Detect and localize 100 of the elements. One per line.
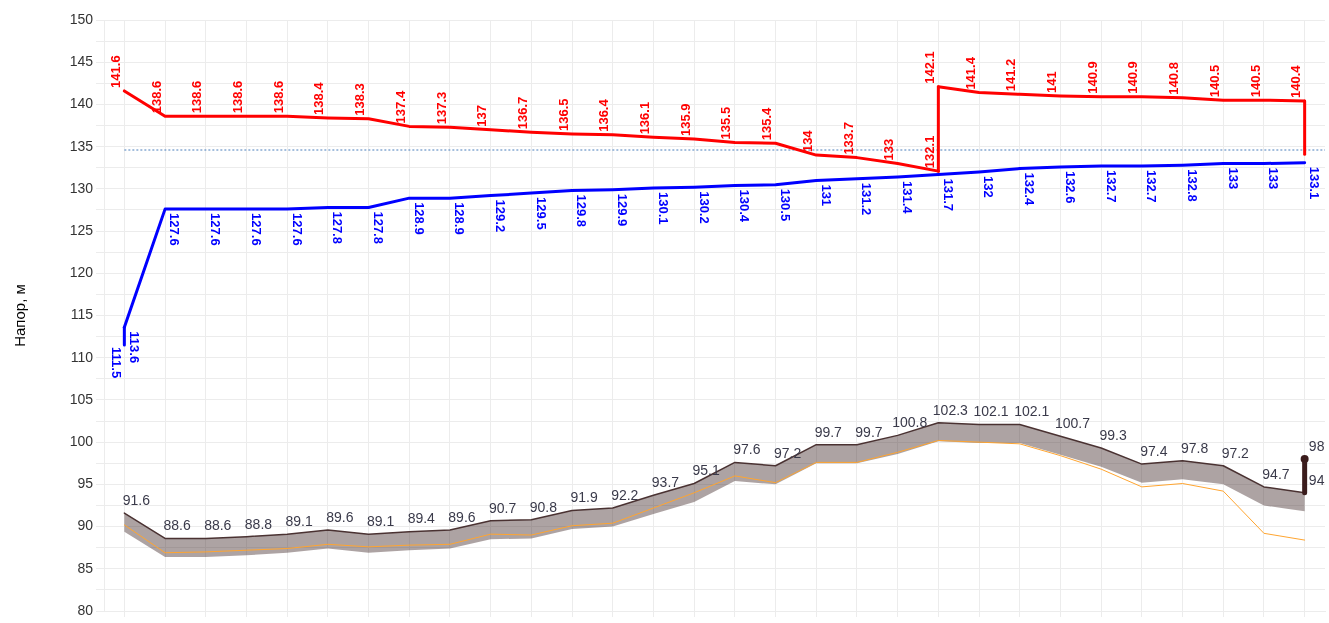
data-label: 129.5 bbox=[533, 197, 549, 230]
data-label: 95.1 bbox=[692, 462, 720, 479]
y-axis-title: Напор, м bbox=[11, 284, 29, 347]
data-label: 89.4 bbox=[407, 510, 436, 527]
data-label: 131.4 bbox=[900, 181, 916, 215]
y-tick-label: 120 bbox=[69, 264, 94, 281]
data-label: 142.1 bbox=[921, 51, 937, 84]
y-tick-label: 150 bbox=[69, 10, 94, 27]
data-label: 97.8 bbox=[1180, 439, 1209, 456]
data-label: 90.7 bbox=[489, 499, 517, 516]
data-label: 135.9 bbox=[677, 103, 693, 137]
data-label: 133.7 bbox=[840, 122, 856, 155]
data-label: 99.7 bbox=[855, 423, 883, 440]
y-tick-label: 115 bbox=[70, 306, 94, 323]
data-label: 132.8 bbox=[1184, 169, 1200, 202]
data-label: 136.5 bbox=[555, 98, 571, 131]
data-label: 89.6 bbox=[448, 508, 476, 525]
data-label: 94 bbox=[1308, 471, 1325, 488]
y-tick-label: 135 bbox=[69, 137, 94, 154]
data-label: 132.1 bbox=[921, 135, 937, 169]
data-label: 141.2 bbox=[1003, 58, 1019, 92]
data-label: 133 bbox=[1225, 167, 1241, 190]
data-label: 129.9 bbox=[615, 193, 631, 227]
data-label: 134 bbox=[799, 129, 815, 153]
y-tick-label: 90 bbox=[77, 517, 94, 534]
data-label: 91.9 bbox=[570, 489, 598, 506]
data-label: 131.2 bbox=[859, 182, 875, 216]
y-tick-label: 140 bbox=[69, 95, 94, 112]
data-label: 91.6 bbox=[122, 491, 151, 508]
data-label: 127.8 bbox=[330, 211, 346, 244]
data-label: 88.8 bbox=[244, 515, 273, 532]
data-label: 133 bbox=[881, 138, 897, 161]
data-label: 140.9 bbox=[1084, 61, 1100, 94]
data-label: 137 bbox=[474, 105, 490, 127]
y-tick-label: 105 bbox=[69, 390, 94, 407]
data-label: 102.3 bbox=[932, 401, 969, 418]
data-label: 140.4 bbox=[1288, 64, 1304, 99]
data-label: 138.4 bbox=[311, 81, 327, 115]
data-label: 137.4 bbox=[392, 90, 408, 124]
data-label: 100.7 bbox=[1054, 415, 1091, 432]
data-label: 128.9 bbox=[452, 202, 468, 235]
y-tick-label: 145 bbox=[69, 53, 94, 70]
data-label: 130.1 bbox=[655, 192, 671, 225]
data-label: 100.8 bbox=[892, 414, 928, 431]
data-label: 88.6 bbox=[204, 517, 232, 534]
data-label: 140.5 bbox=[1247, 64, 1263, 98]
data-label: 98 bbox=[1308, 437, 1325, 454]
data-label: 132.7 bbox=[1144, 170, 1160, 203]
data-label: 94.7 bbox=[1262, 465, 1290, 482]
data-label: 140.9 bbox=[1125, 61, 1141, 94]
data-label: 136.7 bbox=[514, 96, 530, 130]
data-label: 132.6 bbox=[1062, 170, 1078, 204]
data-label: 130.5 bbox=[777, 188, 793, 222]
y-tick-label: 130 bbox=[69, 179, 94, 196]
data-label: 97.6 bbox=[733, 441, 761, 458]
data-label: 131 bbox=[818, 184, 834, 207]
data-label: 141.4 bbox=[962, 56, 978, 90]
y-tick-label: 80 bbox=[77, 601, 94, 618]
data-label: 138.3 bbox=[352, 83, 368, 116]
data-label: 141 bbox=[1044, 71, 1060, 93]
y-tick-label: 95 bbox=[77, 475, 94, 492]
data-label: 129.2 bbox=[493, 199, 509, 233]
y-tick-label: 85 bbox=[77, 559, 94, 576]
data-label: 132 bbox=[981, 175, 997, 198]
data-label: 90.8 bbox=[529, 498, 558, 515]
data-label: 102.1 bbox=[973, 403, 1009, 420]
data-label: 129.8 bbox=[574, 194, 590, 228]
data-label: 127.6 bbox=[289, 213, 305, 246]
data-label: 138.6 bbox=[270, 80, 286, 114]
data-label: 137.3 bbox=[433, 91, 449, 125]
data-label: 89.1 bbox=[366, 513, 395, 530]
data-label: 133 bbox=[1266, 167, 1282, 190]
data-label: 89.1 bbox=[285, 513, 313, 530]
data-label: 97.4 bbox=[1140, 442, 1168, 459]
data-label: 131.7 bbox=[940, 178, 956, 212]
data-label: 97.2 bbox=[1221, 444, 1250, 461]
data-label: 140.5 bbox=[1206, 64, 1222, 98]
data-label: 97.2 bbox=[773, 444, 802, 461]
data-label: 138.6 bbox=[189, 80, 205, 114]
y-tick-label: 110 bbox=[70, 348, 94, 365]
y-tick-label: 125 bbox=[69, 221, 94, 238]
data-label: 132.4 bbox=[1022, 172, 1038, 206]
data-label: 136.1 bbox=[637, 101, 653, 135]
data-label: 99.3 bbox=[1099, 426, 1127, 443]
data-label: 140.8 bbox=[1166, 62, 1182, 95]
data-label: 89.6 bbox=[326, 508, 354, 525]
y-tick-label: 100 bbox=[69, 433, 94, 449]
data-label: 127.6 bbox=[208, 213, 224, 246]
data-label: 128.9 bbox=[411, 202, 427, 235]
data-label: 93.7 bbox=[651, 474, 680, 491]
data-label: 135.4 bbox=[759, 106, 775, 141]
data-label: 133.1 bbox=[1307, 166, 1323, 200]
data-label: 136.4 bbox=[596, 98, 612, 132]
data-label: 132.7 bbox=[1103, 170, 1119, 203]
data-label: 99.7 bbox=[814, 423, 843, 440]
annotation: 111.5 bbox=[108, 347, 124, 379]
data-label: 102.1 bbox=[1014, 403, 1050, 420]
data-label: 88.6 bbox=[163, 517, 191, 534]
data-label: 127.6 bbox=[167, 213, 183, 246]
data-label: 130.4 bbox=[737, 189, 753, 223]
